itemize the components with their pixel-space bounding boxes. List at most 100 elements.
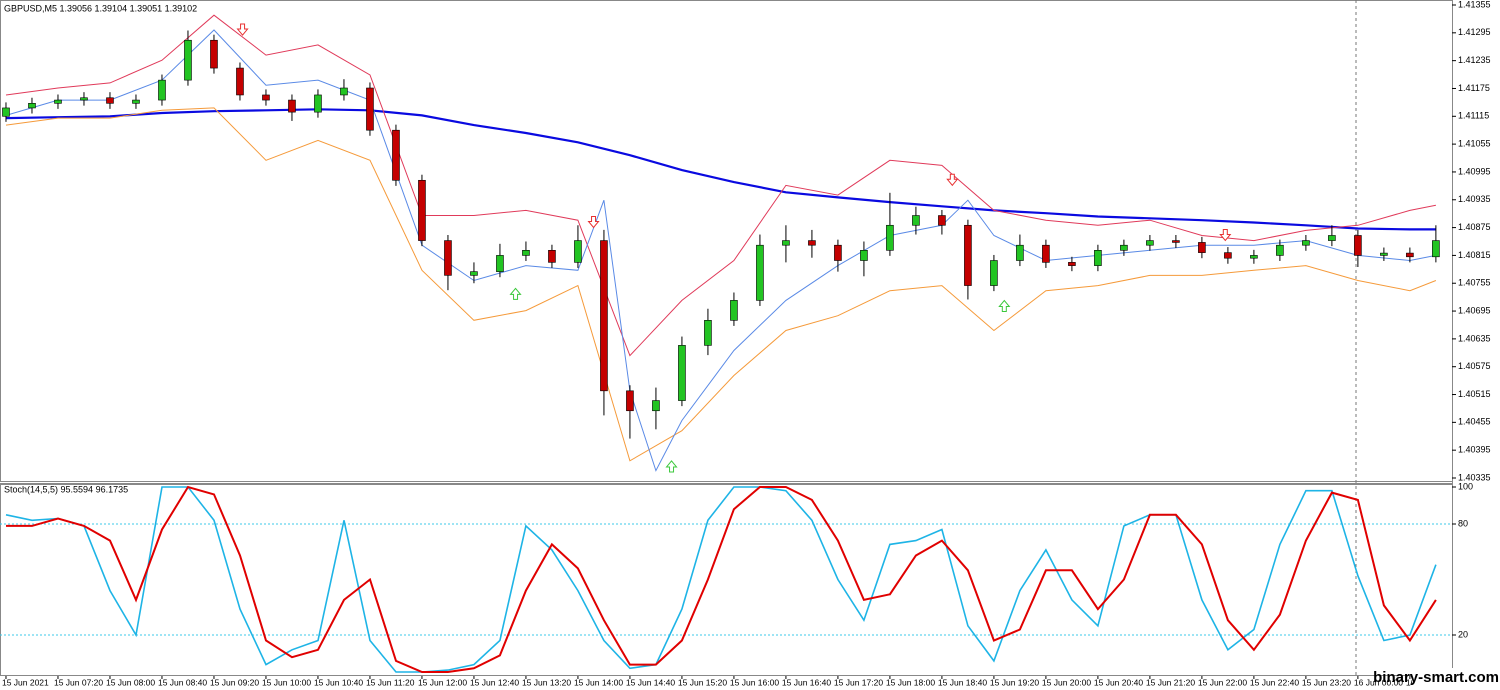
candle-body xyxy=(1198,242,1206,253)
sell-arrow xyxy=(236,23,249,36)
x-tick-label: 15 Jun 18:00 xyxy=(886,677,935,687)
candle-body xyxy=(678,345,686,401)
candle-body xyxy=(1172,240,1180,243)
x-tick-label: 16 Jun 00:00 xyxy=(1354,677,1403,687)
y-tick-label: 1.40755 xyxy=(1458,278,1491,288)
y-tick-label: 1.40995 xyxy=(1458,166,1491,176)
y-tick-label: 1.40935 xyxy=(1458,194,1491,204)
indicator-line xyxy=(6,485,1437,673)
x-tick-label: 15 Jun 11:20 xyxy=(366,677,415,687)
candle-body xyxy=(600,240,608,392)
x-tick-label: 15 Jun 08:00 xyxy=(106,677,155,687)
candle-body xyxy=(1380,252,1388,256)
x-tick-label: 15 Jun 20:00 xyxy=(1042,677,1091,687)
x-tick-label: 15 Jun 19:20 xyxy=(990,677,1039,687)
candle-body xyxy=(522,250,530,256)
candle-body xyxy=(1354,235,1362,256)
buy-arrow xyxy=(998,299,1011,312)
candle-body xyxy=(964,224,972,286)
x-tick-label: 15 Jun 2021 xyxy=(2,677,49,687)
candle-body xyxy=(1042,244,1050,263)
candle-body xyxy=(418,179,426,241)
candle-body xyxy=(2,107,10,117)
indicator-line xyxy=(5,486,1437,673)
x-tick-label: 15 Jun 08:40 xyxy=(158,677,207,687)
candle-body xyxy=(1302,240,1310,246)
sell-arrow xyxy=(1219,228,1232,242)
candle-body xyxy=(1432,240,1440,258)
y-tick-label: 1.41235 xyxy=(1458,55,1491,65)
x-tick-label: 15 Jun 10:00 xyxy=(262,677,311,687)
buy-arrow xyxy=(509,287,522,300)
x-tick-label: 15 Jun 07:20 xyxy=(54,677,103,687)
buy-arrow xyxy=(665,460,678,473)
y-tick-label: 80 xyxy=(1458,518,1468,528)
candle-body xyxy=(1016,244,1024,261)
candle-body xyxy=(1120,244,1128,251)
y-tick-label: 1.40515 xyxy=(1458,389,1491,399)
x-tick-label: 15 Jun 13:20 xyxy=(522,677,571,687)
x-tick-label: 15 Jun 12:00 xyxy=(418,677,467,687)
x-tick-label: 15 Jun 22:00 xyxy=(1198,677,1247,687)
x-tick-label: 15 Jun 14:40 xyxy=(626,677,675,687)
candle-body xyxy=(912,215,920,226)
candle-body xyxy=(314,94,322,113)
candle-body xyxy=(1250,255,1258,259)
candle-body xyxy=(938,215,946,226)
x-tick-label: 15 Jun 16:40 xyxy=(782,677,831,687)
candle-body xyxy=(626,390,634,412)
y-tick-label: 1.40395 xyxy=(1458,445,1491,455)
candle-body xyxy=(990,260,998,286)
candle-body xyxy=(574,240,582,263)
sell-arrow xyxy=(587,215,600,229)
x-tick-label: 15 Jun 20:40 xyxy=(1094,677,1143,687)
candle-body xyxy=(1068,262,1076,266)
candle-body xyxy=(288,99,296,113)
candle-body xyxy=(366,87,374,131)
candle-body xyxy=(444,240,452,276)
candle-body xyxy=(1328,235,1336,241)
candle-body xyxy=(470,271,478,276)
y-tick-label: 1.40455 xyxy=(1458,417,1491,427)
sell-arrow xyxy=(946,173,959,187)
indicator-line xyxy=(5,107,1437,462)
y-tick-label: 1.40875 xyxy=(1458,222,1491,232)
candle-body xyxy=(886,224,894,251)
x-tick-label: 15 Jun 10:40 xyxy=(314,677,363,687)
y-tick-label: 1.41355 xyxy=(1458,0,1491,9)
watermark: binary-smart.com xyxy=(1373,669,1499,686)
x-tick-label: 15 Jun 18:40 xyxy=(938,677,987,687)
y-tick-label: 1.40815 xyxy=(1458,250,1491,260)
candle-body xyxy=(158,79,166,101)
candle-body xyxy=(1276,244,1284,256)
y-tick-label: 1.41295 xyxy=(1458,27,1491,37)
candle-body xyxy=(54,99,62,104)
candle-body xyxy=(262,94,270,101)
candle-body xyxy=(236,67,244,96)
candle-body xyxy=(392,129,400,181)
y-tick-label: 1.41055 xyxy=(1458,138,1491,148)
y-tick-label: 1.40335 xyxy=(1458,472,1491,482)
candle-body xyxy=(1224,252,1232,259)
candle-body xyxy=(704,320,712,346)
candle-body xyxy=(1406,252,1414,258)
y-tick-label: 1.41175 xyxy=(1458,83,1490,93)
watermark-bg xyxy=(1412,668,1500,688)
candle-body xyxy=(756,244,764,301)
x-tick-label: 15 Jun 21:20 xyxy=(1146,677,1195,687)
candle-body xyxy=(340,87,348,96)
candle-body xyxy=(496,255,504,272)
indicator-line xyxy=(5,108,1436,231)
y-tick-label: 1.40695 xyxy=(1458,305,1491,315)
candle-body xyxy=(834,244,842,261)
candle-body xyxy=(652,400,660,412)
x-tick-label: 15 Jun 17:20 xyxy=(834,677,883,687)
y-tick-label: 20 xyxy=(1458,629,1468,639)
y-tick-label: 1.41115 xyxy=(1458,111,1489,121)
indicator-line xyxy=(5,29,1436,472)
symbol-header: GBPUSD,M5 1.39056 1.39104 1.39051 1.3910… xyxy=(4,3,197,13)
candle-body xyxy=(730,300,738,321)
x-tick-label: 15 Jun 23:20 xyxy=(1302,677,1351,687)
